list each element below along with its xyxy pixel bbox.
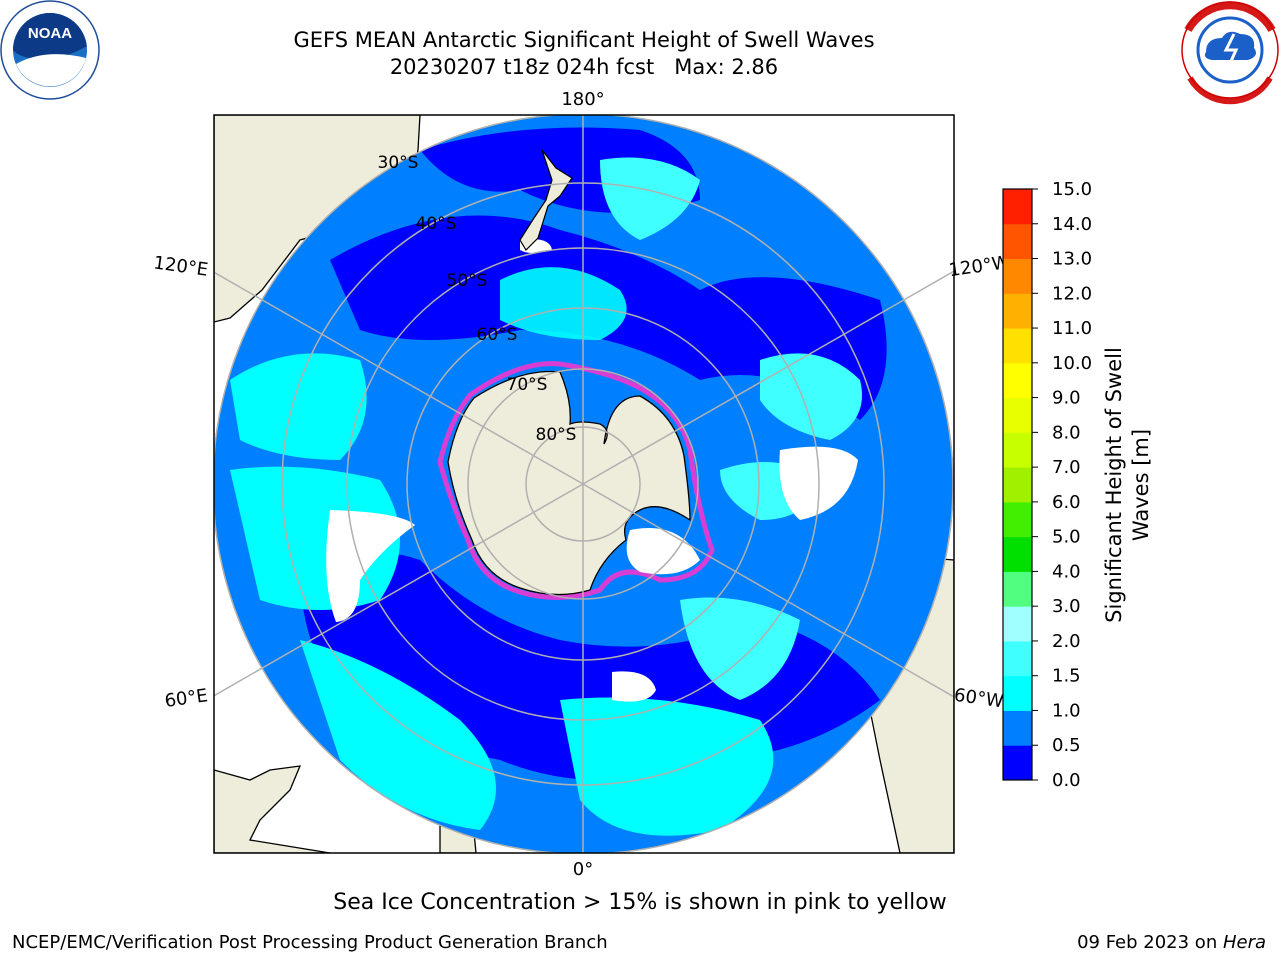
land-new-zealand xyxy=(519,149,573,251)
colorbar-label: Significant Height of Swell Waves [m] xyxy=(1102,347,1153,623)
lat-label-40s: 40°S xyxy=(416,214,457,234)
colorbar-tick-label: 15.0 xyxy=(1052,179,1092,200)
colorbar-tick-label: 3.0 xyxy=(1052,596,1081,617)
lon-label-60e: 60°E xyxy=(163,685,209,712)
colorbar-segment xyxy=(1003,536,1032,572)
colorbar-tick-label: 0.0 xyxy=(1052,770,1081,791)
colorbar-tick-label: 0.5 xyxy=(1052,735,1081,756)
map-panel xyxy=(214,115,954,853)
colorbar-tick-label: 1.0 xyxy=(1052,700,1081,721)
colorbar-tick-label: 13.0 xyxy=(1052,249,1092,270)
lon-label-60w: 60°W xyxy=(953,685,1005,713)
colorbar-frame xyxy=(1002,188,1033,781)
graticule xyxy=(214,115,954,853)
svg-text:NOAA: NOAA xyxy=(28,25,72,42)
colorbar-tick-label: 5.0 xyxy=(1052,527,1081,548)
lat-label-70s: 70°S xyxy=(507,375,548,395)
colorbar-tick-label: 2.0 xyxy=(1052,631,1081,652)
swell-band-high xyxy=(500,267,627,340)
footer-date-text: 09 Feb 2023 on xyxy=(1077,932,1223,953)
colorbar-tick-label: 1.5 xyxy=(1052,666,1081,687)
lat-label-80s: 80°S xyxy=(536,425,577,445)
colorbar-segment xyxy=(1003,606,1032,642)
colorbar-segment xyxy=(1003,293,1032,329)
footer-host: Hera xyxy=(1222,932,1266,953)
footer-date: 09 Feb 2023 on Hera xyxy=(1077,932,1266,953)
colorbar-tick-label: 11.0 xyxy=(1052,318,1092,339)
title-line-1: GEFS MEAN Antarctic Significant Height o… xyxy=(293,28,875,52)
colorbar-segment xyxy=(1003,675,1032,711)
nws-logo xyxy=(1181,1,1279,105)
colorbar-segment xyxy=(1003,501,1032,538)
lon-label-0: 0° xyxy=(573,859,593,880)
title-line-2: 20230207 t18z 024h fcst Max: 2.86 xyxy=(389,55,779,79)
colorbar-segment xyxy=(1003,223,1032,260)
colorbar-segment xyxy=(1003,710,1032,746)
colorbar-segment xyxy=(1003,362,1032,399)
noaa-logo: NOAA xyxy=(0,0,100,100)
colorbar-segment xyxy=(1003,432,1032,468)
colorbar-tick-label: 14.0 xyxy=(1052,214,1092,235)
colorbar-segment xyxy=(1003,571,1032,607)
colorbar-segment xyxy=(1003,189,1032,225)
lon-label-120e: 120°E xyxy=(152,252,209,280)
footer-credit: NCEP/EMC/Verification Post Processing Pr… xyxy=(12,932,608,953)
sea-ice-edge xyxy=(437,361,715,600)
lat-label-60s: 60°S xyxy=(477,325,518,345)
colorbar-tick-label: 4.0 xyxy=(1052,561,1081,582)
land-antarctica xyxy=(447,370,691,596)
colorbar-segment xyxy=(1003,397,1032,433)
colorbar-segment xyxy=(1003,745,1032,781)
colorbar: 0.0 0.5 1.0 1.5 2.0 3.0 4.0 5.0 6.0 7.0 8.0 9.0 10.0… xyxy=(1002,179,1092,791)
lat-label-30s: 30°S xyxy=(378,153,419,173)
map-frame xyxy=(213,114,955,854)
colorbar-tick-label: 6.0 xyxy=(1052,492,1081,513)
lon-label-180: 180° xyxy=(561,89,604,110)
colorbar-tick-label: 8.0 xyxy=(1052,422,1081,443)
lat-label-50s: 50°S xyxy=(447,271,488,291)
sea-ice-caption: Sea Ice Concentration > 15% is shown in … xyxy=(333,890,947,915)
colorbar-tick-label: 12.0 xyxy=(1052,283,1092,304)
land-africa xyxy=(214,765,331,853)
colorbar-segment xyxy=(1003,328,1032,364)
colorbar-tick-label: 10.0 xyxy=(1052,353,1092,374)
colorbar-tick-label: 9.0 xyxy=(1052,388,1081,409)
colorbar-segment xyxy=(1003,467,1032,503)
lon-label-120w: 120°W xyxy=(947,252,1011,281)
colorbar-segment xyxy=(1003,258,1032,294)
colorbar-segment xyxy=(1003,640,1032,677)
colorbar-tick-label: 7.0 xyxy=(1052,457,1081,478)
